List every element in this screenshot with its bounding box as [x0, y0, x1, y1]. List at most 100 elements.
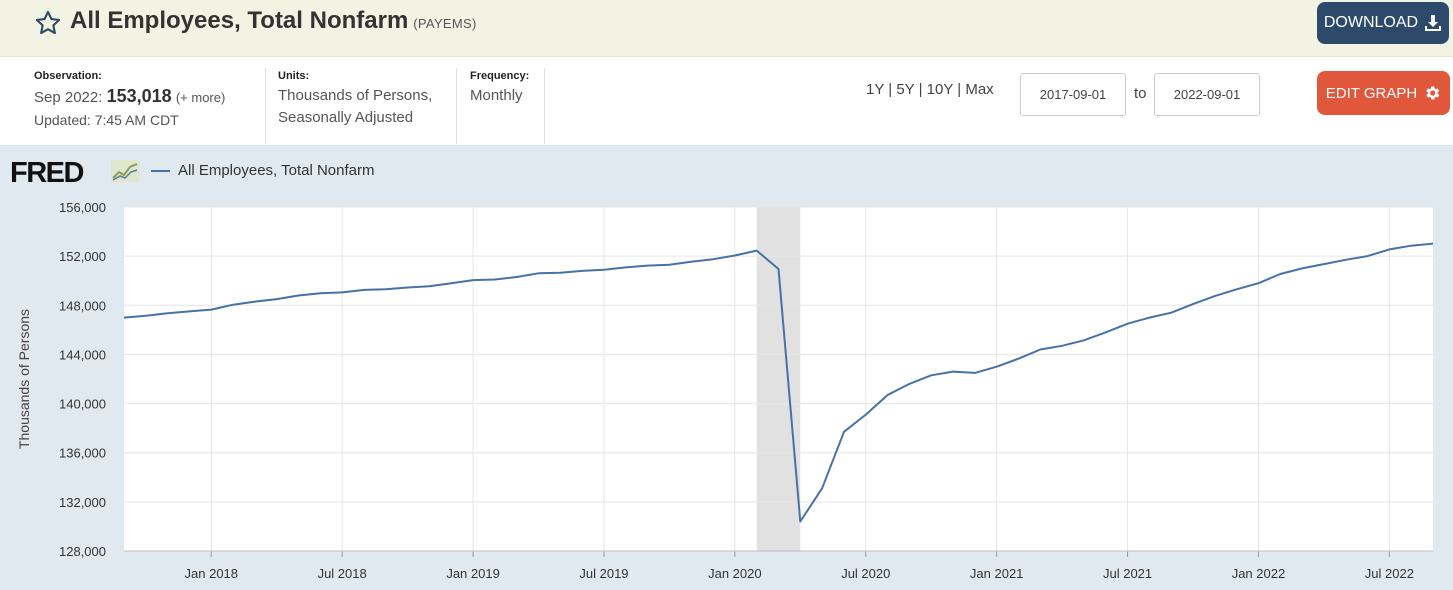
x-tick-label: Jul 2019: [579, 566, 628, 581]
data-point: [165, 311, 170, 316]
data-point: [1409, 243, 1414, 248]
data-point: [711, 257, 716, 262]
divider: [265, 68, 266, 144]
x-tick-label: Jan 2022: [1232, 566, 1286, 581]
edit-graph-button[interactable]: EDIT GRAPH: [1317, 71, 1450, 115]
data-point: [602, 267, 607, 272]
data-point: [471, 278, 476, 283]
updated-time: Updated: 7:45 AM CDT: [34, 112, 179, 128]
data-point: [907, 381, 912, 386]
download-icon: [1425, 15, 1442, 31]
units-line-2: Seasonally Adjusted: [278, 109, 414, 126]
data-point: [1081, 338, 1086, 343]
units-block: Units: Thousands of Persons, Seasonally …: [278, 70, 432, 129]
series-group: [123, 242, 1434, 523]
x-tick-label: Jan 2018: [185, 566, 239, 581]
to-label: to: [1134, 85, 1147, 102]
data-point: [689, 259, 694, 264]
x-tick-label: Jan 2021: [970, 566, 1024, 581]
units-line-1: Thousands of Persons,: [278, 87, 433, 104]
data-point: [1343, 257, 1348, 262]
download-button[interactable]: DOWNLOAD: [1317, 2, 1449, 44]
data-point: [274, 297, 279, 302]
data-point: [1212, 294, 1217, 299]
data-point: [362, 287, 367, 292]
chart-legend[interactable]: All Employees, Total Nonfarm: [151, 162, 374, 179]
y-tick-label: 144,000: [59, 347, 106, 362]
data-point: [1060, 343, 1065, 348]
data-point: [885, 393, 890, 398]
range-max[interactable]: Max: [965, 81, 994, 98]
end-date-input[interactable]: [1154, 73, 1260, 116]
data-point: [427, 284, 432, 289]
data-point: [863, 412, 868, 417]
data-point: [1016, 356, 1021, 361]
data-point: [1169, 310, 1174, 315]
data-point: [231, 302, 236, 307]
data-point: [383, 287, 388, 292]
legend-label: All Employees, Total Nonfarm: [178, 162, 375, 179]
y-tick-label: 152,000: [59, 249, 106, 264]
data-point: [252, 299, 257, 304]
data-point: [492, 277, 497, 282]
range-separator: |: [888, 81, 893, 98]
observation-value: 153,018: [106, 86, 172, 106]
data-point: [558, 270, 563, 275]
chart-area: 156,000 152,000 148,000 144,000 140,000 136,0…: [0, 145, 1453, 590]
data-point: [1125, 321, 1130, 326]
star-outline-icon[interactable]: [34, 9, 62, 37]
x-tick-label: Jul 2021: [1103, 566, 1152, 581]
data-point: [1256, 281, 1261, 286]
units-label: Units:: [278, 70, 310, 82]
edit-graph-label: EDIT GRAPH: [1325, 84, 1418, 102]
units-value: Thousands of Persons, Seasonally Adjuste…: [278, 85, 432, 129]
gear-icon: [1426, 86, 1440, 100]
data-point: [1191, 302, 1196, 307]
divider: [544, 68, 545, 144]
series-title: All Employees, Total Nonfarm: [70, 7, 409, 34]
y-tick-label: 136,000: [59, 446, 106, 461]
range-separator: |: [918, 81, 923, 98]
y-tick-label: 132,000: [59, 495, 106, 510]
range-separator: |: [957, 81, 962, 98]
data-point: [732, 253, 737, 258]
data-point: [1103, 330, 1108, 335]
data-point: [1234, 287, 1239, 292]
data-point: [405, 285, 410, 290]
data-point: [296, 293, 301, 298]
data-point: [929, 373, 934, 378]
frequency-label: Frequency:: [470, 70, 530, 82]
range-1y[interactable]: 1Y: [866, 81, 885, 98]
series-line: [123, 242, 1434, 523]
observation-block: Observation: Sep 2022: 153,018 (+ more) …: [34, 70, 225, 128]
data-point: [1321, 262, 1326, 267]
y-tick-label: 140,000: [59, 397, 106, 412]
data-point: [842, 429, 847, 434]
data-point: [754, 248, 759, 253]
data-point: [645, 263, 650, 268]
series-code: (PAYEMS): [413, 16, 477, 31]
x-tick-label: Jul 2022: [1365, 566, 1414, 581]
data-point: [449, 281, 454, 286]
page-title: All Employees, Total Nonfarm (PAYEMS): [70, 7, 477, 35]
range-10y[interactable]: 10Y: [926, 81, 954, 98]
start-date-input[interactable]: [1020, 73, 1126, 116]
range-5y[interactable]: 5Y: [896, 81, 915, 98]
legend-swatch: [151, 169, 170, 172]
observation-more-link[interactable]: (+ more): [175, 90, 226, 105]
data-point: [820, 486, 825, 491]
x-tick-label: Jul 2018: [318, 566, 367, 581]
divider: [456, 68, 457, 144]
frequency-block: Frequency: Monthly: [470, 70, 529, 107]
fred-logo: FRED: [10, 157, 84, 189]
observation-period: Sep 2022:: [34, 89, 103, 106]
observation-line: Sep 2022: 153,018 (+ more): [34, 85, 225, 109]
data-point: [536, 271, 541, 276]
data-point: [972, 370, 977, 375]
frequency-value: Monthly: [470, 87, 523, 104]
data-point: [951, 369, 956, 374]
x-tick-label: Jan 2019: [446, 566, 500, 581]
y-tick-label: 148,000: [59, 298, 106, 313]
y-tick-label: 156,000: [59, 200, 106, 215]
data-point: [580, 268, 585, 273]
